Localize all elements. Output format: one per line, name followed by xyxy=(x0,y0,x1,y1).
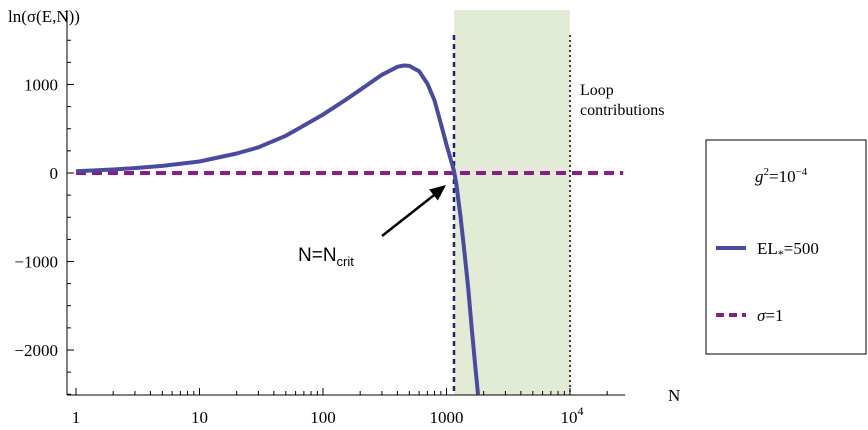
legend-title: g2=10−4 xyxy=(755,166,808,186)
legend: g2=10−4 EL*=500 σ=1 xyxy=(705,139,867,355)
annotation-arrow-head xyxy=(429,185,446,201)
legend-title-exp: −4 xyxy=(796,166,808,178)
legend-sigma-rest: =1 xyxy=(765,306,783,325)
x-axis-label: N xyxy=(668,386,680,405)
annotation-main: N=N xyxy=(298,245,337,266)
x-tick-label: 104 xyxy=(561,404,584,427)
annotation-arrow xyxy=(381,191,439,237)
x-tick-label: 10 xyxy=(191,408,208,427)
legend-title-rest: =10 xyxy=(769,167,796,186)
legend-el-rest: =500 xyxy=(784,239,819,258)
legend-label-sigma: σ=1 xyxy=(757,306,783,325)
legend-label-el: EL*=500 xyxy=(757,239,819,261)
annotation-label: N=Ncrit xyxy=(298,245,354,269)
x-tick-label: 100 xyxy=(310,408,336,427)
legend-title-sup: 2 xyxy=(764,166,770,178)
y-axis-ticks: 1000 0 −1000 −2000 xyxy=(14,39,74,395)
x-axis-ticks: 1 10 100 1000 104 xyxy=(72,388,608,427)
annotation-subscript: crit xyxy=(337,254,355,269)
x-tick-label: 1 xyxy=(72,408,81,427)
y-tick-label: −1000 xyxy=(14,253,58,272)
y-tick-label: −2000 xyxy=(14,341,58,360)
y-tick-label: 1000 xyxy=(24,76,58,95)
legend-sigma-base: σ xyxy=(757,306,766,325)
legend-title-base: g xyxy=(755,167,764,186)
x-tick-label: 1000 xyxy=(430,408,464,427)
legend-el-base: EL xyxy=(757,239,778,258)
critical-annotation: N=Ncrit xyxy=(298,185,446,269)
region-label-line2: contributions xyxy=(580,102,664,119)
y-tick-label: 0 xyxy=(50,164,59,183)
region-label-line1: Loop xyxy=(580,82,614,99)
legend-el-sub: * xyxy=(778,247,784,261)
series-el-500-line xyxy=(75,63,480,395)
y-axis-label: ln(σ(E,N)) xyxy=(8,7,80,26)
